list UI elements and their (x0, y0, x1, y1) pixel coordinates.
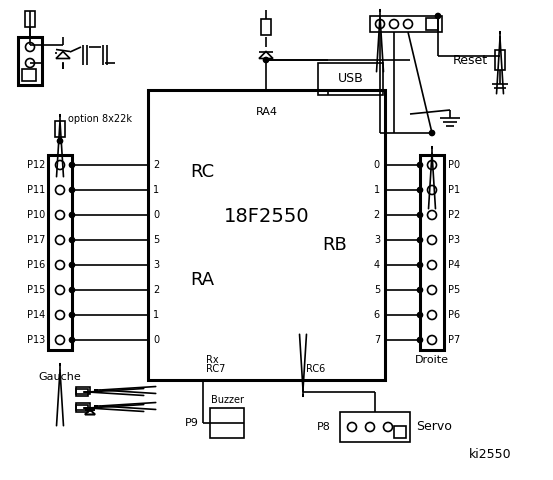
Bar (426, 18, 438, 30)
Circle shape (430, 131, 435, 135)
Text: option 8x22k: option 8x22k (68, 114, 132, 124)
Text: P15: P15 (27, 285, 45, 295)
Text: RC: RC (190, 163, 214, 181)
Circle shape (418, 337, 422, 343)
Bar (76, 388, 88, 396)
Text: Droite: Droite (415, 355, 449, 365)
Bar (18, 37, 42, 85)
Circle shape (418, 188, 422, 192)
Text: 3: 3 (374, 235, 380, 245)
Text: RB: RB (322, 236, 347, 254)
Circle shape (418, 163, 422, 168)
Bar (48, 155, 72, 350)
Circle shape (436, 13, 441, 19)
Text: Buzzer: Buzzer (211, 395, 243, 405)
Bar (210, 408, 244, 438)
Circle shape (418, 213, 422, 217)
Text: P11: P11 (27, 185, 45, 195)
Bar (76, 405, 88, 411)
Bar (148, 90, 385, 380)
Bar (76, 386, 90, 394)
Text: P3: P3 (448, 235, 460, 245)
Text: RA4: RA4 (255, 107, 278, 117)
Text: P16: P16 (27, 260, 45, 270)
Text: P4: P4 (448, 260, 460, 270)
Text: 1: 1 (153, 310, 159, 320)
Text: Reset: Reset (453, 53, 488, 67)
Bar (420, 155, 444, 350)
Text: 4: 4 (374, 260, 380, 270)
Text: ki2550: ki2550 (469, 448, 512, 461)
Text: 5: 5 (153, 235, 159, 245)
Text: P13: P13 (27, 335, 45, 345)
Text: P8: P8 (317, 422, 331, 432)
Circle shape (70, 288, 75, 292)
Text: 3: 3 (153, 260, 159, 270)
Text: 18F2550: 18F2550 (223, 207, 309, 227)
Text: 2: 2 (153, 285, 159, 295)
Text: Rx: Rx (206, 355, 218, 365)
Circle shape (70, 238, 75, 242)
Text: 0: 0 (153, 335, 159, 345)
Circle shape (418, 238, 422, 242)
Text: P9: P9 (185, 418, 199, 428)
Bar (318, 63, 383, 95)
Text: 7: 7 (374, 335, 380, 345)
Circle shape (70, 263, 75, 267)
Text: RC7: RC7 (206, 364, 226, 374)
Circle shape (70, 163, 75, 168)
Text: 6: 6 (374, 310, 380, 320)
Text: 2: 2 (374, 210, 380, 220)
Text: P2: P2 (448, 210, 460, 220)
Text: P6: P6 (448, 310, 460, 320)
Text: 0: 0 (374, 160, 380, 170)
Circle shape (418, 263, 422, 267)
Text: USB: USB (338, 72, 363, 85)
Text: P7: P7 (448, 335, 460, 345)
Text: 5: 5 (374, 285, 380, 295)
Bar (495, 50, 505, 70)
Text: P17: P17 (27, 235, 45, 245)
Bar (22, 69, 36, 81)
Text: Servo: Servo (416, 420, 452, 433)
Text: Gauche: Gauche (39, 372, 81, 382)
Circle shape (70, 188, 75, 192)
Text: RC6: RC6 (306, 364, 325, 374)
Circle shape (70, 337, 75, 343)
Circle shape (58, 139, 62, 144)
Text: P0: P0 (448, 160, 460, 170)
Bar (340, 412, 410, 442)
Text: P14: P14 (27, 310, 45, 320)
Text: 1: 1 (153, 185, 159, 195)
Bar (25, 11, 35, 27)
Bar (55, 121, 65, 137)
Bar (394, 426, 406, 438)
Circle shape (418, 288, 422, 292)
Text: 1: 1 (374, 185, 380, 195)
Bar (76, 403, 90, 409)
Circle shape (263, 58, 269, 62)
Text: P5: P5 (448, 285, 460, 295)
Text: 2: 2 (153, 160, 159, 170)
Circle shape (70, 213, 75, 217)
Text: P12: P12 (27, 160, 45, 170)
Text: RA: RA (190, 271, 214, 289)
Text: P1: P1 (448, 185, 460, 195)
Bar (370, 16, 442, 32)
Text: 0: 0 (153, 210, 159, 220)
Circle shape (70, 312, 75, 317)
Circle shape (418, 312, 422, 317)
Bar (261, 19, 271, 35)
Text: P10: P10 (27, 210, 45, 220)
